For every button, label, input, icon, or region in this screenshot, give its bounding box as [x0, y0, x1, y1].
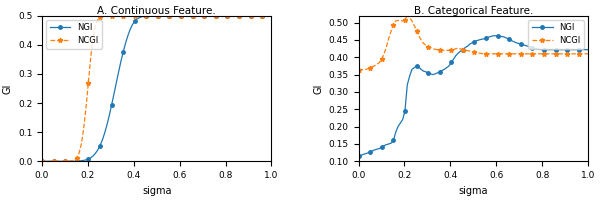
NCGI — [82, 106, 89, 109]
NGI — [38, 160, 46, 163]
NGI — [152, 14, 159, 17]
Line: NCGI: NCGI — [40, 13, 274, 164]
NGI — [584, 48, 592, 51]
Line: NGI: NGI — [40, 14, 273, 163]
NCGI — [268, 14, 275, 17]
NCGI — [355, 69, 362, 71]
Legend: NGI, NCGI: NGI, NCGI — [46, 20, 101, 49]
Title: A. Continuous Feature.: A. Continuous Feature. — [97, 6, 216, 16]
Y-axis label: GI: GI — [313, 83, 323, 94]
NGI — [490, 34, 497, 37]
NCGI — [475, 52, 482, 54]
NCGI — [103, 14, 110, 17]
Line: NCGI: NCGI — [356, 13, 590, 73]
NGI — [82, 159, 89, 161]
NGI — [259, 14, 266, 17]
NGI — [159, 14, 166, 17]
NCGI — [494, 52, 501, 55]
X-axis label: sigma: sigma — [458, 185, 488, 196]
NCGI — [575, 52, 583, 55]
NGI — [473, 39, 481, 42]
NGI — [575, 48, 583, 51]
NCGI — [259, 14, 266, 17]
NCGI — [584, 52, 592, 55]
Line: NGI: NGI — [357, 34, 590, 158]
NGI — [494, 34, 501, 37]
NCGI — [92, 25, 99, 28]
NCGI — [399, 19, 406, 22]
NGI — [355, 155, 362, 157]
NCGI — [410, 24, 418, 27]
NGI — [268, 14, 275, 17]
NGI — [92, 152, 99, 155]
NCGI — [568, 52, 575, 55]
NCGI — [38, 160, 46, 163]
Title: B. Categorical Feature.: B. Categorical Feature. — [413, 6, 533, 16]
NCGI — [159, 14, 166, 17]
X-axis label: sigma: sigma — [142, 185, 172, 196]
NGI — [178, 14, 185, 17]
NGI — [408, 68, 415, 71]
NGI — [251, 14, 259, 17]
NCGI — [404, 14, 411, 17]
NCGI — [251, 14, 259, 17]
NGI — [568, 48, 575, 51]
NGI — [399, 118, 406, 121]
Legend: NGI, NCGI: NGI, NCGI — [529, 20, 584, 49]
Y-axis label: GI: GI — [2, 83, 13, 94]
NCGI — [178, 14, 185, 17]
